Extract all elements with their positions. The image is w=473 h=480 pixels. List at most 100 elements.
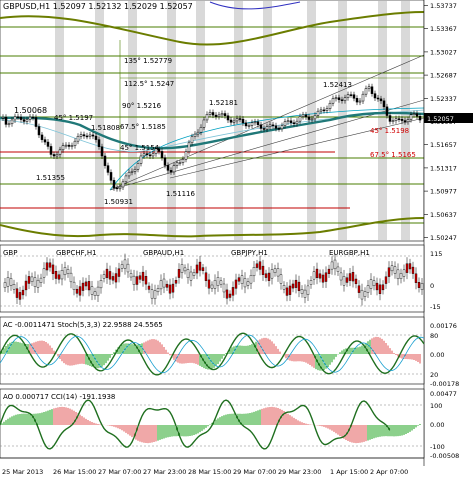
corr-candle-body [177, 269, 181, 278]
time-axis: 25 Mar 2013 26 Mar 15:00 27 Mar 07:00 27… [0, 457, 424, 476]
corr-candle-body [24, 280, 28, 291]
corr-candle-body [285, 287, 289, 296]
corr-candle-body [60, 270, 64, 280]
corr-candle-body [372, 280, 376, 287]
corr-candle-body [165, 283, 169, 288]
candle-body [316, 110, 320, 116]
corr-candle-body [354, 278, 358, 285]
corr-candle-body [306, 285, 310, 295]
candle-body [241, 118, 245, 124]
price-scale-label: 1.52687 [430, 72, 457, 80]
corr-candle-body [219, 280, 223, 285]
corr-candle-body [159, 280, 163, 290]
candle-body [358, 100, 362, 103]
corr-candle-body [384, 276, 388, 284]
candle-body [103, 155, 107, 166]
candle-body [79, 134, 83, 137]
candle-body [382, 100, 386, 108]
candle-body [352, 94, 356, 99]
candle-body [88, 134, 92, 137]
corr-candle-body [129, 273, 133, 278]
corr-candle-body [57, 274, 61, 280]
candle-body [415, 113, 419, 117]
ac-stoch-panel[interactable]: AC -0.0011471 Stoch(5,3,3) 22.9588 24.55… [0, 316, 459, 388]
candle-body [325, 108, 329, 111]
corr-candle-body [255, 263, 259, 268]
candle-body [337, 97, 341, 100]
candle-body [364, 88, 368, 95]
price-scale-label: 1.50247 [430, 234, 457, 242]
candle-body [328, 102, 332, 109]
candle-body [28, 116, 32, 120]
candle-body [58, 149, 62, 155]
corr-candle-body [66, 269, 70, 274]
corr-candle-body [399, 273, 403, 279]
corr-candle-body [276, 268, 280, 277]
candle-body [34, 117, 38, 127]
corr-candle-body [420, 283, 424, 290]
candle-body [373, 93, 377, 99]
corr-candle-body [93, 291, 97, 296]
candle-body [418, 115, 422, 121]
ao-cci-panel[interactable]: AO 0.000717 CCI(14) -191.1938 0.00477 10… [0, 388, 459, 460]
candle-body [136, 163, 140, 170]
corr-candle-body [261, 265, 265, 275]
corr-candle-body [162, 278, 166, 288]
pair-gbpaud: GBPAUD,H1 [143, 249, 184, 257]
candle-body [361, 93, 365, 102]
main-price-panel[interactable]: 1.50068 1.51355 1.51808 1.50931 1.51116 … [0, 0, 438, 242]
corr-candle-body [174, 279, 178, 284]
corr-candle-body [327, 268, 331, 274]
corr-candle-body [330, 261, 334, 270]
current-price-box [424, 113, 473, 123]
corr-candle-body [366, 285, 370, 293]
candle-body [211, 112, 215, 116]
candle-body [244, 122, 248, 127]
correlation-panel[interactable]: GBP GBPCHF,H1 GBPAUD,H1 GBPJPY,H1 EURGBP… [0, 244, 442, 313]
moving-average [0, 111, 425, 150]
candle-body [226, 115, 230, 121]
candle-body [340, 99, 344, 101]
candle-body [304, 114, 308, 118]
candle-body [307, 116, 311, 120]
corr-candle-body [387, 267, 391, 277]
corr-candle-body [351, 271, 355, 282]
price-label-low-1: 1.50931 [104, 198, 133, 206]
corr-candle-body [228, 293, 232, 298]
pair-gbpjpy: GBPJPY,H1 [231, 249, 268, 257]
candle-body [331, 98, 335, 104]
corr-candle-body [279, 274, 283, 284]
candle-body [22, 119, 26, 122]
price-label-high-2: 1.52413 [323, 81, 352, 89]
corr-candle-body [363, 291, 367, 297]
candle-body [301, 114, 305, 117]
corr-candle-body [138, 275, 142, 280]
corr-candle-body [87, 281, 91, 291]
corr-candle-body [9, 278, 13, 286]
corr-candle-body [48, 262, 52, 268]
candle-body [37, 126, 41, 136]
ac-header: AC -0.0011471 Stoch(5,3,3) 22.9588 24.55… [3, 321, 163, 329]
corr-candle-body [135, 276, 139, 285]
candle-body [193, 133, 197, 138]
ao-scale-2: 100 [430, 402, 442, 410]
candle-body [7, 123, 11, 126]
price-label-1: 1.51355 [36, 174, 65, 182]
candle-body [16, 116, 20, 118]
corr-candle-body [120, 264, 124, 269]
price-scale-label: 1.52337 [430, 95, 457, 103]
corr-candle-body [183, 267, 187, 272]
corr-candle-body [294, 279, 298, 288]
price-scale-label: 1.51317 [430, 164, 457, 172]
corr-candle-body [246, 281, 250, 286]
candle-body [70, 145, 74, 147]
corr-candle-body [402, 269, 406, 277]
candle-body [178, 162, 182, 164]
candle-body [367, 86, 371, 89]
corr-candle-body [84, 281, 88, 287]
candle-body [289, 120, 293, 123]
price-label-low-2: 1.51116 [166, 190, 195, 198]
candle-body [46, 141, 50, 147]
corr-candle-body [339, 272, 343, 281]
